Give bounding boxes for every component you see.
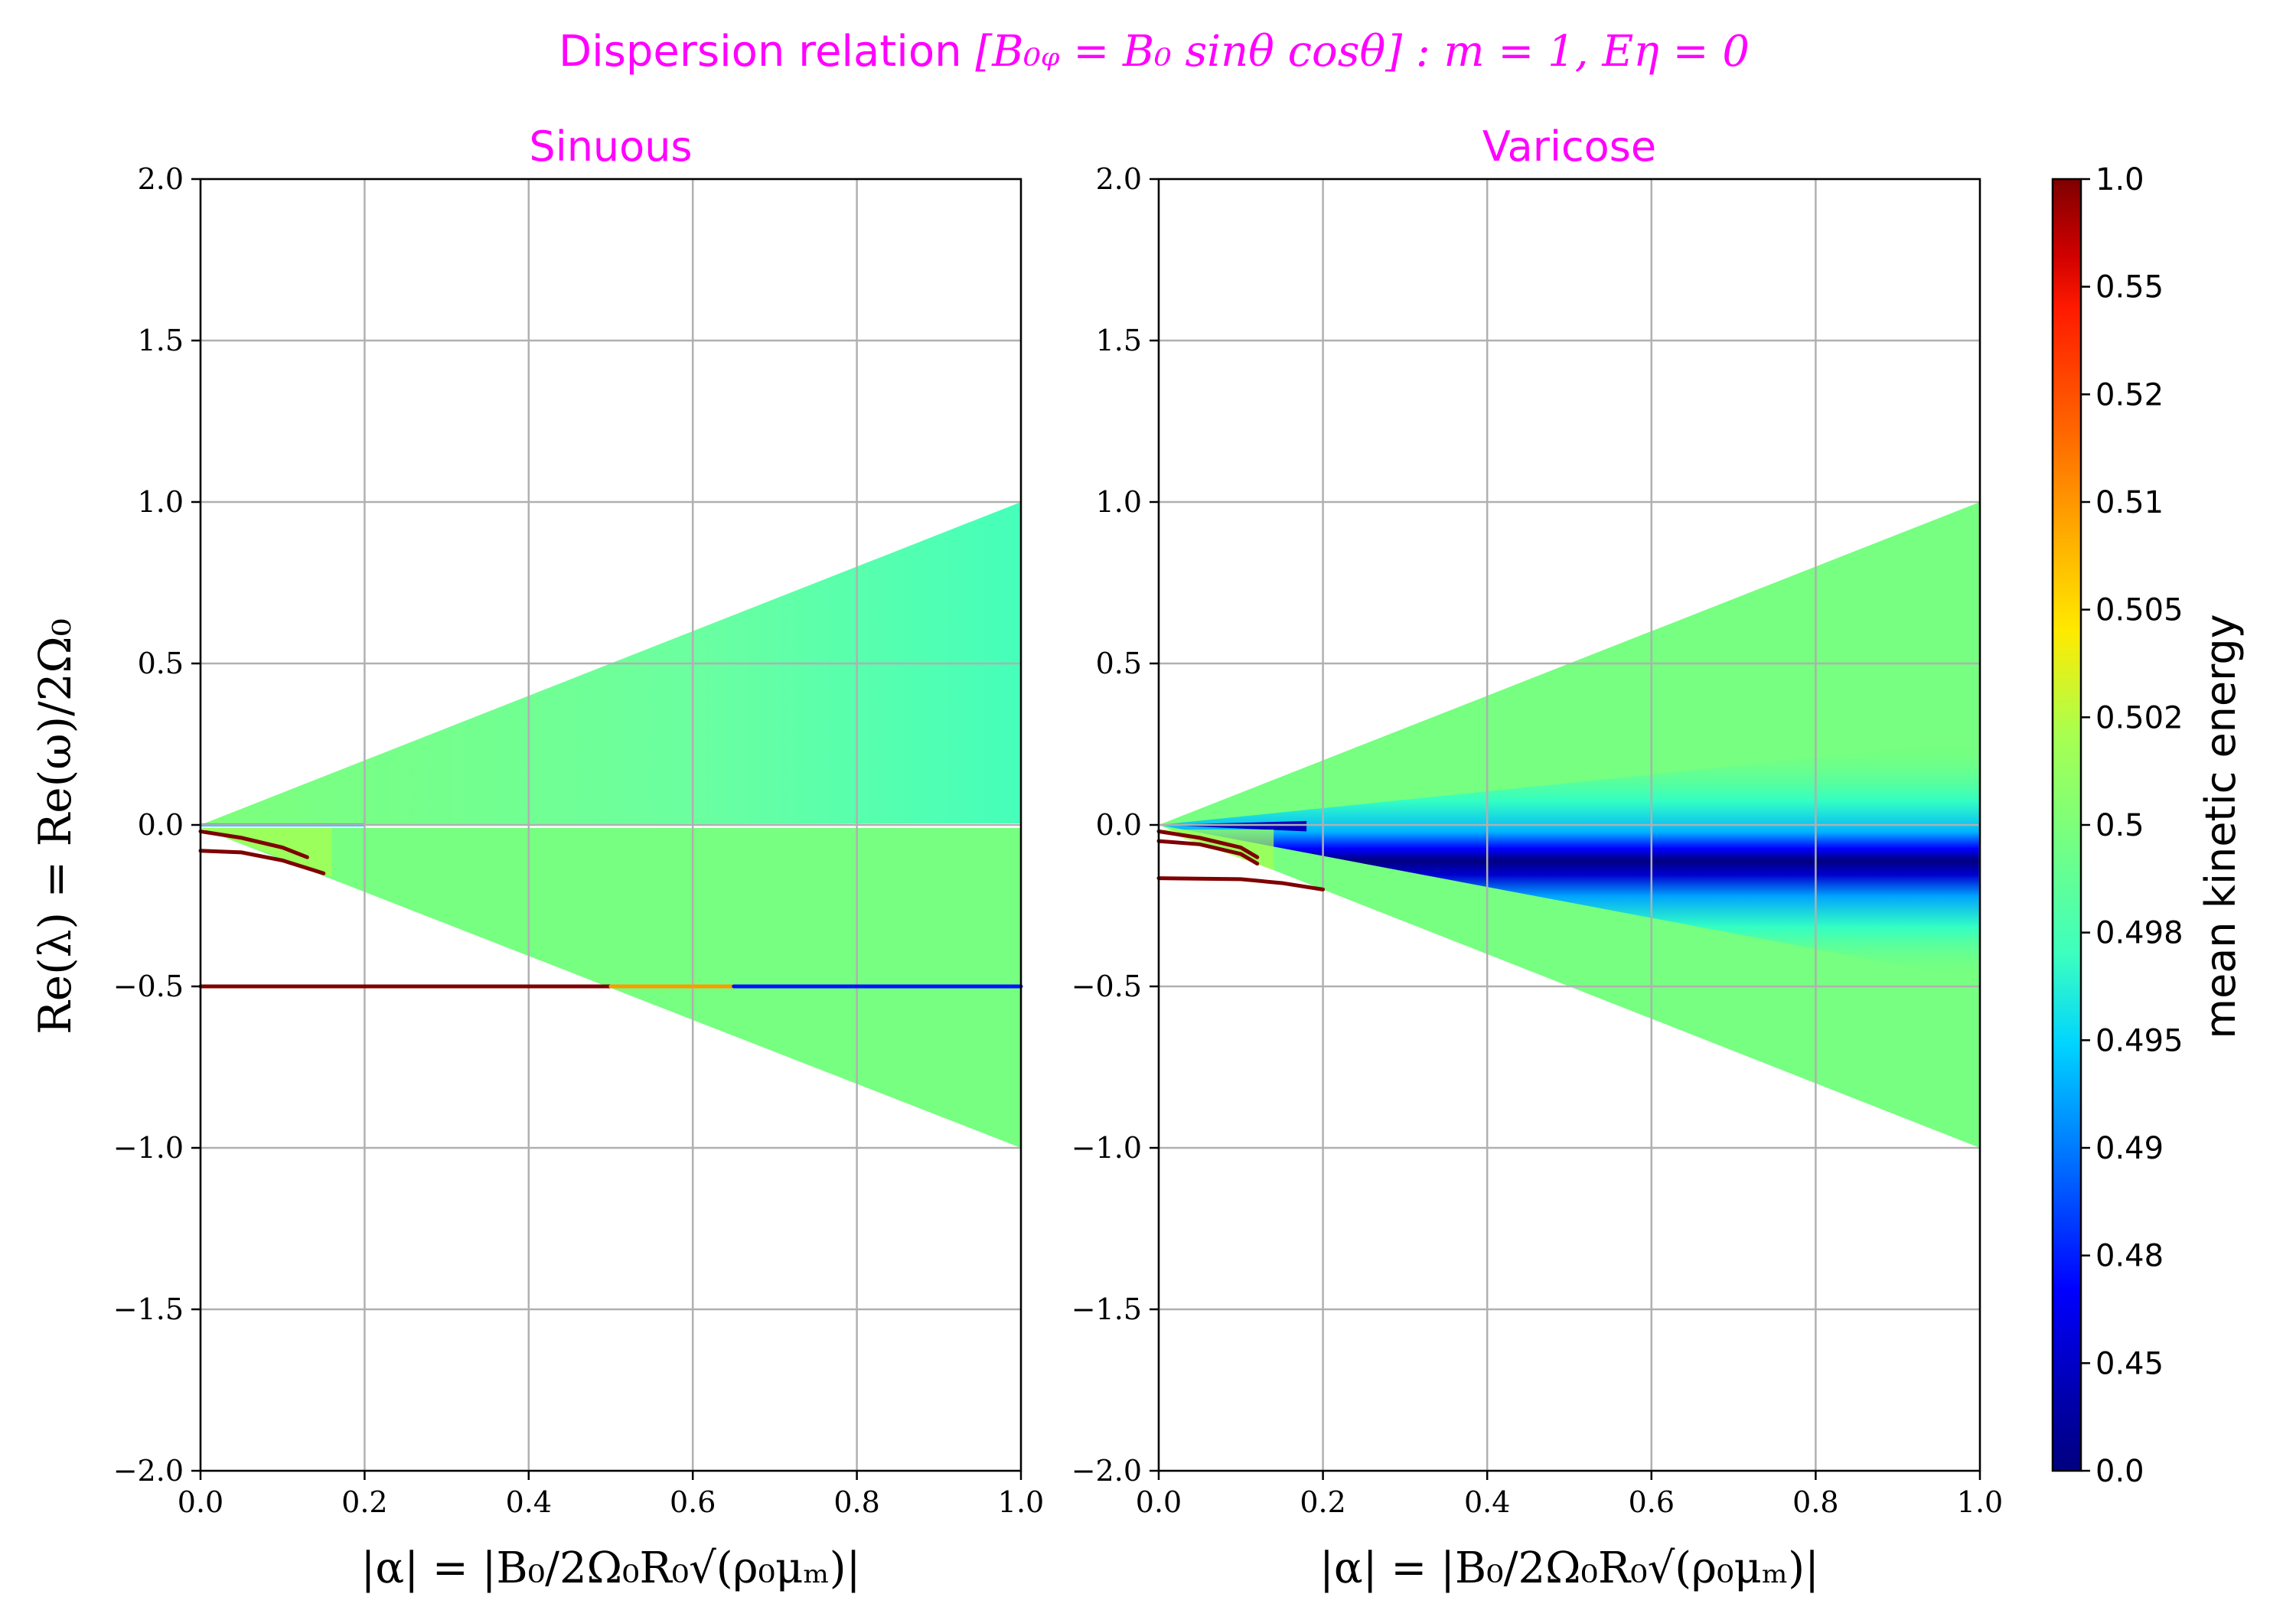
y-tick-label: −0.5	[1071, 970, 1142, 1003]
figure-title-prefix: Dispersion relation	[559, 27, 975, 77]
y-tick-label: −2.0	[1071, 1454, 1142, 1488]
colorbar-tick-label: 0.495	[2095, 1023, 2183, 1058]
colorbar: 1.0 0.55 0.52 0.51 0.505 0.502 0.5 0.498 0.495 0.…	[2051, 162, 2245, 1489]
discrete-branch	[1156, 829, 1260, 859]
x-tick-label: 0.0	[178, 1485, 223, 1519]
discrete-branch	[1156, 839, 1260, 866]
x-tick-label: 0.2	[341, 1485, 387, 1519]
colorbar-tick-label: 0.51	[2095, 485, 2164, 520]
x-tick-label: 1.0	[998, 1485, 1044, 1519]
y-tick-label: −1.0	[1071, 1131, 1142, 1165]
y-axis-label: Re(λ) = Re(ω)/2Ω₀	[29, 618, 81, 1035]
colorbar-tick-label: 0.498	[2095, 916, 2183, 951]
x-tick-label: 0.4	[1464, 1485, 1510, 1519]
x-tick-label: 0.8	[833, 1485, 879, 1519]
y-tick-label: −1.5	[113, 1292, 184, 1326]
colorbar-tick-label: 0.48	[2095, 1239, 2164, 1274]
y-tick-label: 0.0	[138, 808, 184, 842]
colorbar-strip	[2051, 178, 2082, 1472]
colorbar-ticks: 1.0 0.55 0.52 0.51 0.505 0.502 0.5 0.498 0.495 0.…	[2081, 162, 2183, 1489]
panel-title: Varicose	[1482, 122, 1656, 171]
colorbar-tick-label: 0.49	[2095, 1131, 2164, 1166]
discrete-branch	[198, 849, 326, 875]
colorbar-tick-label: 0.0	[2095, 1454, 2144, 1489]
y-tick-label: 1.5	[1096, 324, 1142, 357]
y-tick-label: −2.0	[113, 1454, 184, 1488]
x-tick-label: 0.8	[1792, 1485, 1838, 1519]
colorbar-tick-label: 0.502	[2095, 700, 2183, 735]
discrete-branch	[1156, 876, 1326, 892]
y-tick-label: −0.5	[113, 970, 184, 1003]
x-tick-label: 0.0	[1136, 1485, 1182, 1519]
figure-title: Dispersion relation [B₀ᵩ = B₀ sinθ cosθ]…	[559, 27, 1750, 77]
y-tick-label: 0.5	[138, 647, 184, 680]
colorbar-label: mean kinetic energy	[2197, 614, 2245, 1038]
x-tick-label: 0.4	[506, 1485, 552, 1519]
x-tick-label: 0.6	[670, 1485, 716, 1519]
colorbar-tick-label: 0.505	[2095, 593, 2183, 628]
discrete-branch	[198, 829, 309, 859]
varicose-panel: Varicose 0.0 0.2 0.4 0.6 0.8 1.0 2.0 1.5 1.0 0.5 0.…	[1071, 122, 2004, 1593]
x-tick-label: 0.2	[1300, 1485, 1345, 1519]
colorbar-tick-label: 0.45	[2095, 1346, 2164, 1381]
x-tick-label: 0.6	[1629, 1485, 1675, 1519]
sinuous-panel: Sinuous 0.0 0.2 0.4 0.6 0.8 1.0 2.0 1.5 1.0 0.5 0.0…	[113, 122, 1045, 1593]
y-tick-label: 1.0	[138, 485, 184, 519]
x-axis-label: |α| = |B₀/2Ω₀R₀√(ρ₀μₘ)|	[361, 1543, 861, 1593]
y-tick-label: 1.0	[1096, 485, 1142, 519]
y-tick-label: 1.5	[138, 324, 184, 357]
y-tick-label: −1.0	[113, 1131, 184, 1165]
y-tick-label: 2.0	[138, 162, 184, 196]
low-energy-core	[1159, 820, 1307, 832]
figure-title-math: [B₀ᵩ = B₀ sinθ cosθ] : m = 1, Eη = 0	[975, 27, 1750, 77]
y-tick-label: 0.0	[1096, 808, 1142, 842]
colorbar-tick-label: 0.52	[2095, 377, 2164, 412]
colorbar-tick-label: 0.55	[2095, 270, 2164, 305]
y-tick-label: 2.0	[1096, 162, 1142, 196]
y-tick-label: −1.5	[1071, 1292, 1142, 1326]
continuum-tint	[1159, 830, 1274, 871]
x-axis-label: |α| = |B₀/2Ω₀R₀√(ρ₀μₘ)|	[1319, 1543, 1819, 1593]
y-tick-label: 0.5	[1096, 647, 1142, 680]
panel-title: Sinuous	[529, 122, 692, 171]
low-energy-band	[1159, 741, 1980, 980]
colorbar-tick-label: 1.0	[2095, 162, 2144, 197]
x-tick-label: 1.0	[1957, 1485, 2003, 1519]
colorbar-tick-label: 0.5	[2095, 808, 2144, 843]
continuum-tint	[201, 828, 332, 877]
